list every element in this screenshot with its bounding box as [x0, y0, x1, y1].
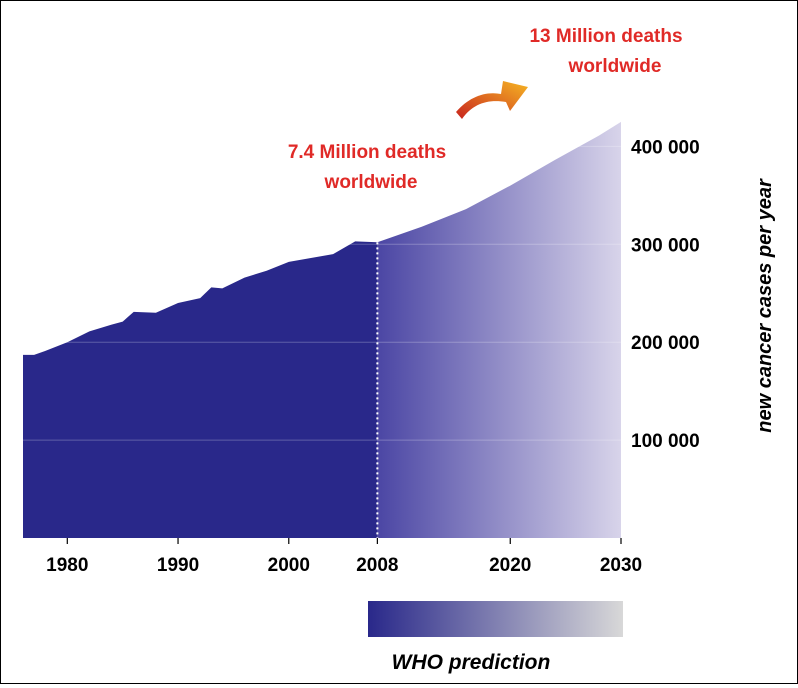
y-axis-label: new cancer cases per year [754, 178, 776, 433]
x-tick-label: 2000 [268, 555, 310, 576]
x-tick-label: 2020 [489, 555, 531, 576]
x-tick-label: 1990 [157, 555, 199, 576]
annotation-current-line2: worldwide [324, 172, 418, 193]
legend: WHO prediction [368, 601, 623, 674]
annotation-current-line1: 7.4 Million deaths [288, 142, 446, 163]
legend-label: WHO prediction [392, 651, 551, 674]
historical-area [23, 241, 378, 538]
x-tick-label: 2030 [600, 555, 642, 576]
y-tick-label: 300 000 [631, 235, 700, 256]
y-tick-label: 100 000 [631, 431, 700, 452]
legend-gradient-bar [368, 601, 623, 637]
curved-arrow-icon [456, 81, 528, 119]
x-tick-label: 1980 [46, 555, 88, 576]
annotation-future-line1: 13 Million deaths [529, 26, 682, 47]
annotation-future-line2: worldwide [568, 56, 662, 77]
annotation-future: 13 Million deaths worldwide [529, 26, 682, 77]
prediction-area [377, 121, 621, 539]
y-tick-label: 400 000 [631, 137, 700, 158]
y-tick-label: 200 000 [631, 333, 700, 354]
x-tick-label: 2008 [356, 555, 398, 576]
annotation-current: 7.4 Million deaths worldwide [288, 142, 446, 193]
